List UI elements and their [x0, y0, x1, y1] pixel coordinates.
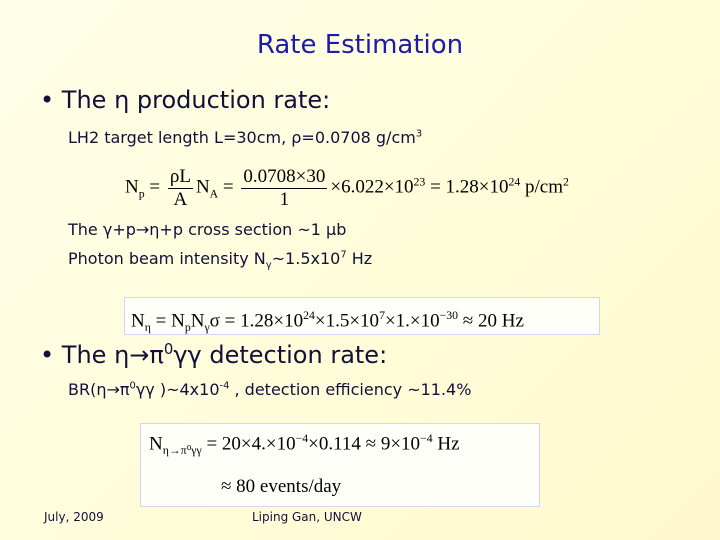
text-run: N [131, 310, 145, 332]
superscript: 0 [129, 380, 136, 392]
text-run: Hz [346, 249, 373, 268]
subscript: η→π⁰γγ [162, 444, 202, 458]
text-run: ~1.5x10 [271, 249, 341, 268]
equation-row: ≈ 80 events/day [221, 476, 539, 498]
text-run: , detection efficiency ~11.4% [229, 380, 472, 399]
text-run: ×1.5×10 [314, 310, 380, 332]
superscript: -4 [219, 380, 230, 392]
text-run: The η→π [61, 341, 164, 369]
text-run: LH2 target length L=30cm, ρ=0.0708 g/cm [68, 128, 416, 147]
text-line: BR(η→π0γγ )~4x10-4 , detection efficienc… [68, 380, 471, 399]
text-run: = 20×4.×10 [201, 433, 296, 455]
text-run: = [144, 176, 165, 198]
superscript: −4 [295, 432, 309, 445]
superscript: 3 [415, 128, 423, 140]
superscript: 7 [379, 309, 385, 322]
fraction: ρL A [167, 166, 193, 211]
heading-text: The η→π0γγ detection rate: [61, 340, 388, 369]
heading-text: The η production rate: [61, 86, 331, 114]
text-run: N [190, 310, 205, 332]
text-run: Photon beam intensity N [68, 249, 266, 268]
equation-row: Nη→π⁰γγ = 20×4.×10−4×0.114 ≈ 9×10−4 Hz [149, 432, 539, 458]
text-run: ≈ 20 Hz [458, 310, 524, 332]
text-run: N [149, 433, 163, 455]
superscript: 2 [563, 175, 569, 189]
text-run: ×0.114 ≈ 9×10 [308, 433, 421, 455]
bullet-heading: • The η production rate: [40, 86, 331, 114]
superscript: −30 [439, 309, 459, 322]
denominator: A [173, 188, 188, 210]
text-run: The γ+p→η+p cross section ~1 μb [68, 220, 347, 239]
footer-date: July, 2009 [44, 510, 104, 524]
subscript: p [138, 187, 145, 201]
equation: Np = ρL A NA = 0.0708×30 1 ×6.022×1023 = 1.2… [125, 166, 569, 211]
bullet-heading: • The η→π0γγ detection rate: [40, 340, 388, 369]
text-run: Hz [432, 433, 460, 455]
subscript: p [184, 321, 191, 335]
numerator: 0.0708×30 [241, 166, 328, 189]
superscript: 24 [303, 309, 315, 322]
text-line: LH2 target length L=30cm, ρ=0.0708 g/cm3 [68, 128, 422, 147]
text-run: σ = 1.28×10 [209, 310, 304, 332]
text-run: N [195, 176, 210, 198]
subscript: η [144, 321, 151, 335]
text-run: ×1.×10 [384, 310, 440, 332]
text-run: γγ )~4x10 [135, 380, 220, 399]
subscript: γ [265, 260, 272, 272]
text-run: N [125, 176, 139, 198]
equation-box: Nη→π⁰γγ = 20×4.×10−4×0.114 ≈ 9×10−4 Hz ≈… [140, 423, 540, 507]
text-line: The γ+p→η+p cross section ~1 μb [68, 220, 346, 239]
text-run: BR(η→π [68, 380, 130, 399]
subscript: A [209, 187, 219, 201]
text-run: 1.28×10 [445, 176, 509, 198]
text-run: = [218, 176, 239, 198]
equation-box: Nη = NpNγσ = 1.28×1024×1.5×107×1.×10−30 … [124, 297, 600, 335]
subscript: γ [204, 321, 210, 335]
denominator: 1 [279, 188, 290, 210]
text-run: N [171, 310, 185, 332]
fraction: 0.0708×30 1 [241, 166, 328, 211]
superscript: 23 [413, 175, 426, 189]
text-line: Photon beam intensity Nγ~1.5x107 Hz [68, 249, 372, 271]
superscript: −4 [420, 432, 433, 445]
text-run: γγ detection rate: [173, 341, 388, 369]
superscript: 7 [340, 249, 347, 261]
text-run: = [150, 310, 172, 332]
text-run: ≈ 80 events/day [221, 476, 342, 498]
footer-author: Liping Gan, UNCW [252, 510, 362, 524]
numerator: ρL [167, 166, 193, 189]
text-run: ×6.022×10 [330, 176, 414, 198]
slide-title: Rate Estimation [256, 30, 464, 60]
text-run: p/cm [520, 176, 564, 198]
superscript: 24 [508, 175, 521, 189]
superscript: 0 [163, 340, 174, 358]
text-run: = [425, 176, 446, 198]
